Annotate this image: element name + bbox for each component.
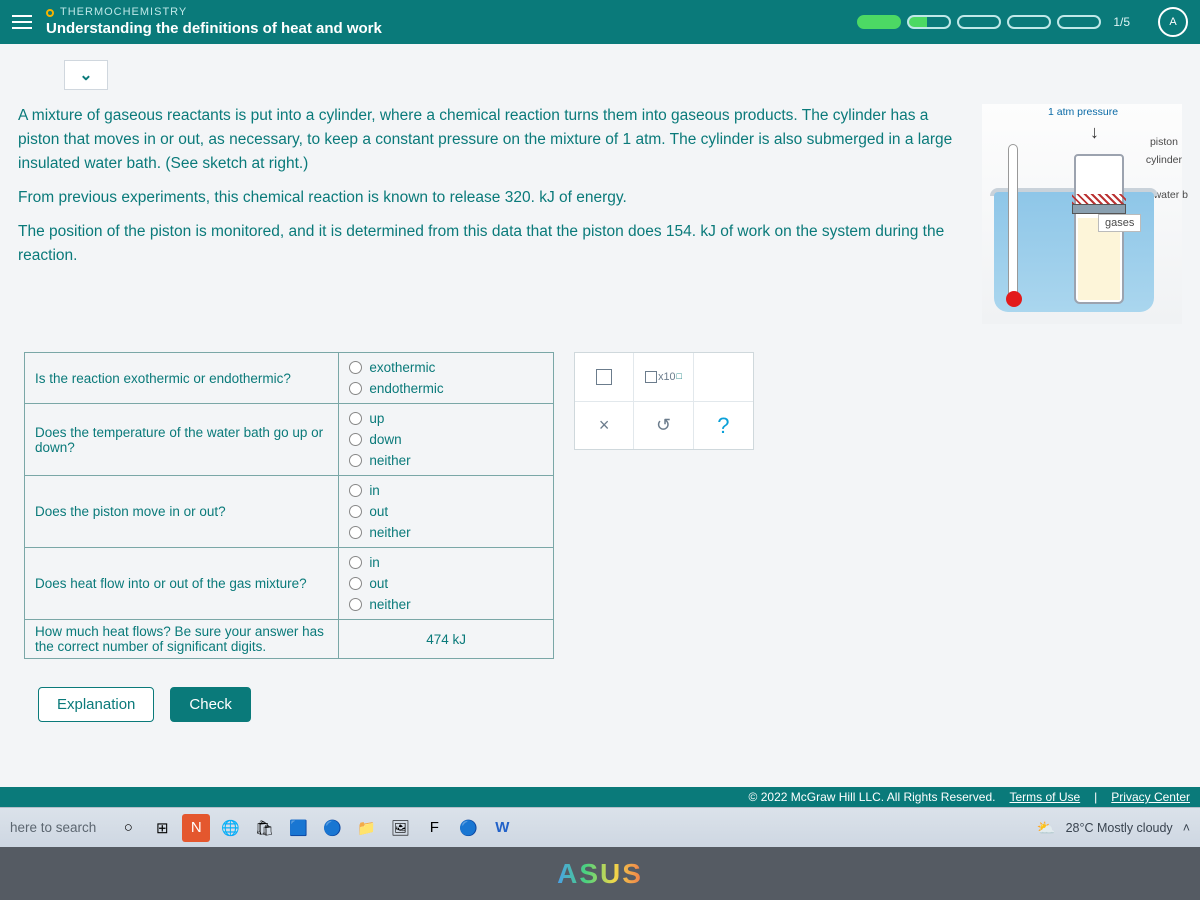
taskbar-search[interactable]: here to search [10, 820, 96, 835]
clear-tool[interactable]: × [575, 401, 634, 449]
taskbar-app-icon[interactable]: N [182, 814, 210, 842]
content-area: ⌄ A mixture of gaseous reactants is put … [0, 44, 1200, 787]
check-button[interactable]: Check [170, 687, 251, 722]
thermometer-icon [1008, 144, 1018, 304]
copyright: © 2022 McGraw Hill LLC. All Rights Reser… [749, 790, 996, 804]
tool-palette: x10□ × ↺ ? [574, 352, 754, 450]
radio-option[interactable]: neither [349, 450, 543, 471]
edge-icon[interactable]: 🟦 [284, 814, 312, 842]
radio-icon [349, 577, 362, 590]
category-dot-icon [46, 9, 54, 17]
laptop-bezel: ASUS [0, 847, 1200, 900]
radio-icon [349, 412, 362, 425]
radio-icon [349, 484, 362, 497]
problem-p3: The position of the piston is monitored,… [18, 220, 972, 268]
radio-option[interactable]: exothermic [349, 357, 543, 378]
radio-icon [349, 361, 362, 374]
taskbar-app-icon[interactable]: 🌐 [216, 814, 244, 842]
category-label: THERMOCHEMISTRY [60, 6, 187, 19]
taskbar-app-icon[interactable]: F [420, 814, 448, 842]
brand-logo: ASUS [557, 858, 643, 890]
question-text: Does the temperature of the water bath g… [25, 404, 339, 476]
problem-text: A mixture of gaseous reactants is put in… [18, 104, 972, 324]
question-text: Does the piston move in or out? [25, 476, 339, 548]
diagram-piston-label: piston [1150, 136, 1178, 148]
cortana-icon[interactable]: ○ [114, 814, 142, 842]
apparatus-diagram: 1 atm pressure ↓ piston cylinder water b… [982, 104, 1182, 324]
progress-pill [1057, 15, 1101, 29]
radio-icon [349, 526, 362, 539]
radio-icon [349, 505, 362, 518]
weather-icon: ⛅ [1037, 819, 1056, 837]
diagram-pressure-label: 1 atm pressure [1048, 106, 1118, 118]
radio-option[interactable]: neither [349, 522, 543, 543]
table-row: Does heat flow into or out of the gas mi… [25, 548, 554, 620]
taskview-icon[interactable]: ⊞ [148, 814, 176, 842]
taskbar-app-icon[interactable]: 🔵 [454, 814, 482, 842]
table-row: How much heat flows? Be sure your answer… [25, 620, 554, 659]
radio-option[interactable]: out [349, 573, 543, 594]
pressure-arrow-icon: ↓ [1090, 122, 1099, 143]
radio-icon [349, 433, 362, 446]
help-tool[interactable]: ? [694, 401, 753, 449]
taskbar-app-icon[interactable]: 🖼 [386, 814, 414, 842]
word-icon[interactable]: W [488, 814, 516, 842]
progress-pill [957, 15, 1001, 29]
taskbar-app-icon[interactable]: 🛍 [250, 814, 278, 842]
undo-tool[interactable]: ↺ [634, 401, 693, 449]
table-row: Is the reaction exothermic or endothermi… [25, 353, 554, 404]
titles: THERMOCHEMISTRY Understanding the defini… [46, 6, 382, 37]
scientific-notation-tool[interactable]: x10□ [634, 353, 693, 401]
progress-pill [1007, 15, 1051, 29]
weather-text[interactable]: 28°C Mostly cloudy [1066, 821, 1173, 835]
diagram-cylinder-label: cylinder [1146, 154, 1182, 166]
radio-icon [349, 454, 362, 467]
radio-option[interactable]: down [349, 429, 543, 450]
question-table: Is the reaction exothermic or endothermi… [24, 352, 554, 659]
footer-bar: © 2022 McGraw Hill LLC. All Rights Reser… [0, 787, 1200, 807]
empty-box-tool[interactable] [575, 353, 634, 401]
windows-taskbar: here to search ○ ⊞ N 🌐 🛍 🟦 🔵 📁 🖼 F 🔵 W ⛅… [0, 807, 1200, 847]
question-text: Does heat flow into or out of the gas mi… [25, 548, 339, 620]
avatar[interactable]: A [1158, 7, 1188, 37]
tray-chevron-icon[interactable]: ˄ [1183, 821, 1190, 835]
radio-icon [349, 598, 362, 611]
radio-icon [349, 556, 362, 569]
menu-icon[interactable] [12, 15, 32, 29]
radio-option[interactable]: up [349, 408, 543, 429]
radio-option[interactable]: in [349, 552, 543, 573]
radio-icon [349, 382, 362, 395]
radio-option[interactable]: neither [349, 594, 543, 615]
question-text: How much heat flows? Be sure your answer… [25, 620, 339, 659]
privacy-link[interactable]: Privacy Center [1111, 790, 1190, 804]
answer-input[interactable]: 474 kJ [339, 620, 554, 659]
problem-p1: A mixture of gaseous reactants is put in… [18, 104, 972, 176]
topbar: THERMOCHEMISTRY Understanding the defini… [0, 0, 1200, 44]
app-window: THERMOCHEMISTRY Understanding the defini… [0, 0, 1200, 807]
progress-pill [907, 15, 951, 29]
explanation-button[interactable]: Explanation [38, 687, 154, 722]
terms-link[interactable]: Terms of Use [1009, 790, 1080, 804]
question-text: Is the reaction exothermic or endothermi… [25, 353, 339, 404]
chrome-icon[interactable]: 🔵 [318, 814, 346, 842]
problem-p2: From previous experiments, this chemical… [18, 186, 972, 210]
page-subtitle: Understanding the definitions of heat an… [46, 20, 382, 38]
radio-option[interactable]: endothermic [349, 378, 543, 399]
table-row: Does the temperature of the water bath g… [25, 404, 554, 476]
radio-option[interactable]: in [349, 480, 543, 501]
diagram-water-label: water b [1154, 189, 1188, 201]
table-row: Does the piston move in or out? in out n… [25, 476, 554, 548]
diagram-gases-label: gases [1098, 214, 1141, 232]
radio-option[interactable]: out [349, 501, 543, 522]
chevron-down-icon[interactable]: ⌄ [64, 60, 108, 90]
progress-label: 1/5 [1113, 15, 1130, 29]
explorer-icon[interactable]: 📁 [352, 814, 380, 842]
progress-pills: 1/5 [857, 15, 1130, 29]
progress-pill [857, 15, 901, 29]
